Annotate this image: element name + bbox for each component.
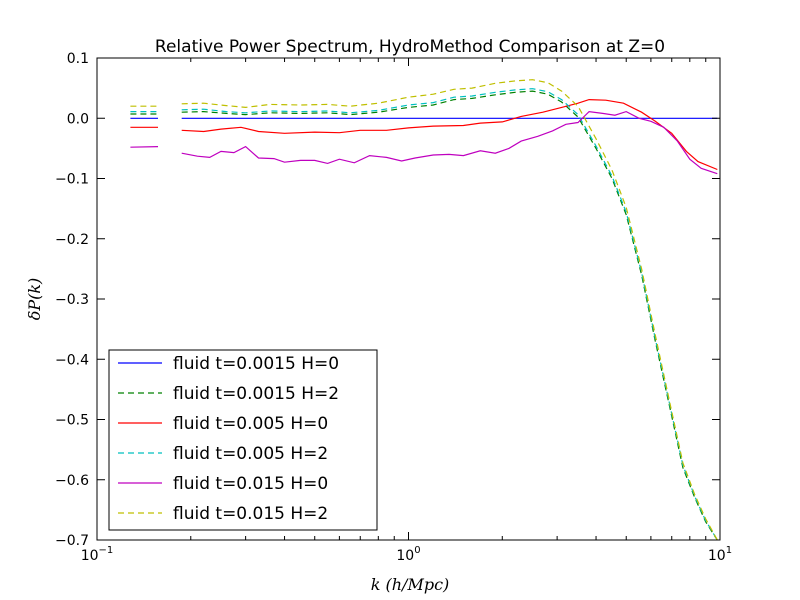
legend-label-2: fluid t=0.0015 H=2 [173,384,339,404]
series-line-5-segment-2 [181,110,718,175]
legend-label-6: fluid t=0.015 H=2 [173,504,328,524]
chart-title: Relative Power Spectrum, HydroMethod Com… [155,37,665,57]
y-axis-label: δP(k) [25,278,44,321]
series-line-5-segment-1 [130,146,159,148]
y-tick-label: −0.4 [55,352,89,368]
legend-label-4: fluid t=0.005 H=2 [173,444,328,464]
y-tick-label: −0.3 [55,292,89,308]
legend-label-1: fluid t=0.0015 H=0 [173,354,339,374]
x-tick-label: 101 [708,545,732,564]
x-tick-label: 10−1 [81,545,114,564]
y-tick-label: −0.7 [55,533,89,549]
legend-label-5: fluid t=0.015 H=0 [173,474,328,494]
y-tick-label: 0.0 [67,111,89,127]
y-axis: 0.1 0.0 −0.1 −0.2 −0.3 −0.4 −0.5 −0.6 −0.7 [55,51,720,549]
series-line-2-segment-2 [181,90,718,540]
y-tick-label: −0.5 [55,413,89,429]
y-tick-label: 0.1 [67,51,89,67]
legend-label-3: fluid t=0.005 H=0 [173,414,328,434]
x-axis-label: k (h/Mpc) [371,575,450,594]
series-line-6-segment-2 [181,79,718,540]
series-layer [130,79,718,540]
y-tick-label: −0.2 [55,232,89,248]
y-tick-label: −0.6 [55,473,89,489]
legend: fluid t=0.0015 H=0 fluid t=0.0015 H=2 flui… [108,349,378,531]
series-line-3-segment-2 [181,98,718,171]
x-axis: 10−1 100 101 [81,58,732,564]
y-tick-label: −0.1 [55,172,89,188]
series-line-4-segment-2 [181,88,718,540]
legend-box [108,349,378,531]
x-tick-label: 100 [396,545,420,564]
